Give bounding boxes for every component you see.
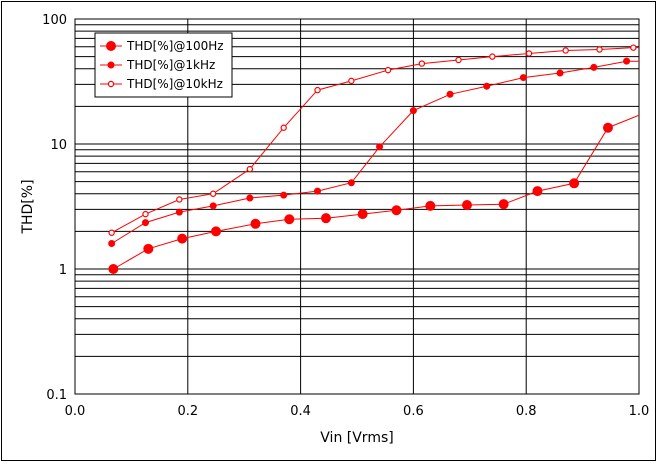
- x-tick-label: 0.2: [177, 404, 198, 419]
- data-point: [108, 229, 115, 236]
- data-point: [525, 50, 533, 57]
- data-point: [320, 213, 331, 224]
- x-tick-label: 0.6: [403, 404, 424, 419]
- data-point: [314, 86, 321, 94]
- data-point: [630, 44, 637, 51]
- data-point: [498, 199, 509, 210]
- data-point: [596, 46, 603, 53]
- legend-entry: THD[%]@10kHz: [126, 77, 223, 91]
- data-point: [357, 209, 368, 220]
- x-tick-label: 1.0: [629, 404, 650, 419]
- plot-border: [74, 18, 640, 395]
- data-point: [556, 69, 564, 77]
- data-point: [483, 82, 491, 90]
- x-tick-label: 0.8: [516, 404, 537, 419]
- data-point: [209, 190, 217, 197]
- legend-marker: [107, 80, 115, 88]
- legend-entry: THD[%]@1kHz: [126, 58, 215, 72]
- x-tick-label: 0.0: [65, 404, 86, 419]
- data-point: [176, 196, 183, 203]
- data-point: [562, 47, 569, 54]
- series-line: [113, 114, 640, 270]
- data-point: [532, 186, 543, 197]
- data-point: [108, 264, 119, 274]
- data-point: [108, 239, 116, 247]
- y-axis-title: THD[%]: [20, 179, 36, 234]
- series-3: [108, 44, 639, 236]
- data-point: [623, 57, 631, 65]
- grid: [75, 19, 639, 395]
- legend: THD[%]@100Hz THD[%]@1kHz THD[%]@10kHz: [94, 32, 233, 98]
- data-point: [246, 194, 254, 202]
- data-point: [250, 218, 261, 229]
- data-point: [143, 243, 154, 254]
- data-point: [284, 214, 295, 225]
- data-point: [280, 191, 288, 199]
- data-point: [446, 90, 454, 98]
- series-2: [108, 57, 639, 247]
- data-point: [175, 208, 183, 216]
- data-point: [418, 60, 426, 67]
- x-axis-title: Vin [Vrms]: [320, 430, 393, 446]
- data-point: [455, 56, 462, 64]
- data-point: [590, 63, 598, 71]
- data-point: [209, 202, 217, 210]
- legend-entry: THD[%]@100Hz: [126, 39, 224, 53]
- data-point: [246, 165, 254, 173]
- y-tick-label: 100: [42, 13, 67, 28]
- legend-marker: [107, 61, 115, 69]
- data-point: [461, 200, 472, 211]
- data-point: [519, 74, 527, 82]
- data-point: [409, 107, 417, 115]
- data-point: [347, 179, 355, 187]
- axes: 0.0 0.2 0.4 0.6 0.8 1.0 0.1 1 10 100: [42, 13, 649, 419]
- data-point: [425, 200, 436, 211]
- data-point: [391, 205, 402, 216]
- legend-marker: [106, 41, 116, 51]
- series: [108, 44, 640, 274]
- series-1: [108, 114, 640, 274]
- data-point: [376, 143, 384, 151]
- y-tick-label: 0.1: [46, 388, 67, 403]
- data-point: [142, 219, 149, 227]
- data-point: [384, 66, 392, 74]
- data-point: [602, 122, 613, 133]
- data-point: [489, 53, 496, 60]
- y-tick-label: 1: [59, 263, 67, 278]
- data-point: [211, 226, 221, 237]
- data-point: [280, 124, 287, 131]
- data-point: [348, 77, 355, 85]
- data-point: [314, 187, 322, 195]
- data-point: [142, 210, 149, 218]
- y-tick-label: 10: [50, 138, 67, 153]
- x-tick-label: 0.4: [290, 404, 311, 419]
- data-point: [177, 233, 188, 244]
- data-point: [569, 178, 580, 189]
